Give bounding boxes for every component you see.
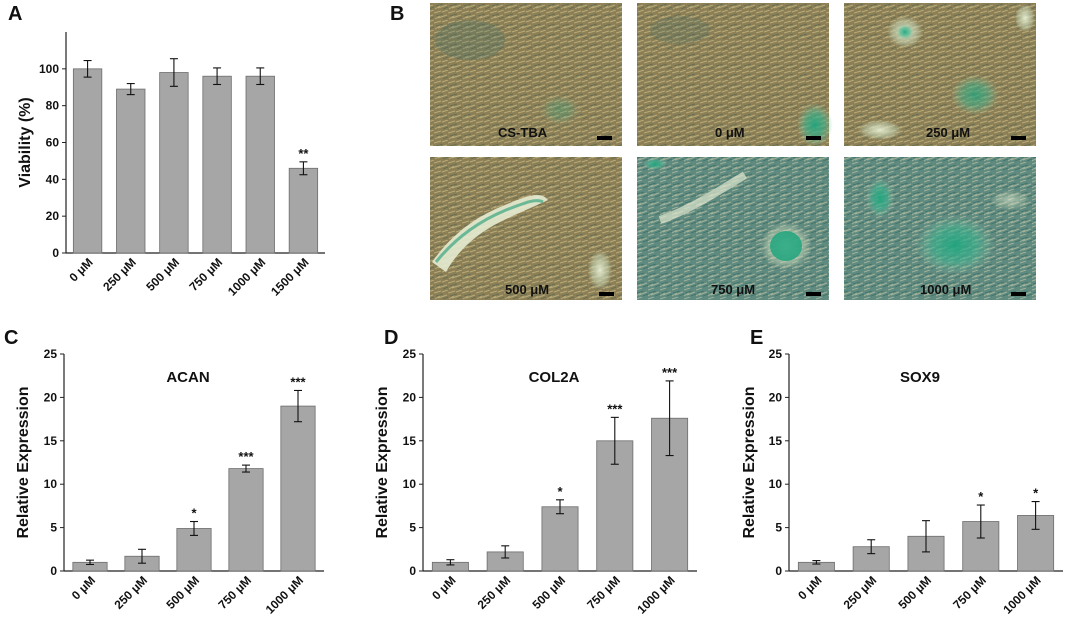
x-tick-label: 1000 μM	[225, 255, 268, 298]
y-tick-label: 15	[44, 434, 58, 448]
x-tick-label: 750 μM	[584, 573, 623, 612]
x-tick-label: 0 μM	[69, 573, 98, 602]
x-tick-label: 1500 μM	[268, 255, 311, 298]
x-tick-label: 0 μM	[66, 255, 95, 284]
bar	[116, 88, 146, 254]
y-tick-label: 60	[46, 136, 60, 150]
y-tick-label: 40	[46, 172, 60, 186]
micrograph-500um: 500 μM	[430, 157, 622, 300]
bar	[288, 167, 319, 254]
y-tick-label: 10	[44, 477, 58, 491]
y-axis-label: Relative Expression	[15, 386, 32, 538]
bar	[72, 68, 103, 254]
micrograph-750um: 750 μM	[637, 157, 829, 300]
y-tick-label: 5	[409, 521, 416, 535]
y-tick-label: 0	[409, 564, 416, 578]
x-tick-label: 250 μM	[100, 255, 139, 294]
bar	[245, 75, 275, 254]
x-tick-label: 750 μM	[215, 573, 254, 612]
significance-marker: ***	[662, 365, 678, 380]
x-tick-label: 500 μM	[143, 255, 182, 294]
micrograph-grid: CS-TBA 0 μM 250 μM 500 μM	[430, 3, 1036, 300]
micrograph-cs-tba: CS-TBA	[430, 3, 622, 146]
x-tick-label: 0 μM	[429, 573, 458, 602]
x-tick-label: 250 μM	[475, 573, 514, 612]
micrograph-label: 1000 μM	[920, 282, 971, 297]
significance-marker: *	[1033, 486, 1039, 501]
y-tick-label: 0	[52, 246, 59, 260]
significance-marker: *	[557, 484, 563, 499]
y-tick-label: 10	[403, 477, 417, 491]
significance-marker: ***	[290, 374, 306, 389]
panel-letter-b: B	[390, 3, 404, 25]
y-tick-label: 0	[775, 564, 782, 578]
micrograph-label: CS-TBA	[498, 125, 548, 140]
bar	[202, 75, 232, 254]
significance-marker: ***	[238, 449, 254, 464]
micrograph-label: 750 μM	[711, 282, 755, 297]
micrograph-label: 250 μM	[926, 125, 970, 140]
significance-marker: *	[978, 489, 984, 504]
micrograph-250um: 250 μM	[844, 3, 1036, 146]
y-axis-label: Relative Expression	[741, 386, 758, 538]
bar	[228, 468, 264, 572]
micrograph-0um: 0 μM	[637, 3, 833, 147]
y-tick-label: 5	[775, 521, 782, 535]
significance-marker: *	[191, 506, 197, 521]
y-tick-label: 20	[403, 390, 417, 404]
panel-letter-e: E	[750, 327, 763, 349]
micrograph-1000um: 1000 μM	[844, 157, 1036, 300]
y-tick-label: 100	[39, 62, 59, 76]
panel-letter-a: A	[8, 3, 22, 25]
y-tick-label: 25	[44, 347, 58, 361]
x-tick-label: 750 μM	[950, 573, 989, 612]
y-tick-label: 20	[44, 390, 58, 404]
y-tick-label: 25	[403, 347, 417, 361]
x-tick-label: 500 μM	[163, 573, 202, 612]
micrograph-label: 0 μM	[715, 125, 745, 140]
x-tick-label: 1000 μM	[1000, 573, 1043, 616]
x-tick-label: 1000 μM	[634, 573, 677, 616]
x-tick-label: 0 μM	[795, 573, 824, 602]
significance-marker: **	[298, 146, 309, 161]
y-tick-label: 20	[46, 209, 60, 223]
y-tick-label: 0	[50, 564, 57, 578]
x-tick-label: 500 μM	[895, 573, 934, 612]
bar	[159, 72, 189, 254]
y-tick-label: 25	[769, 347, 783, 361]
bar	[541, 506, 579, 572]
y-axis-label: Viability (%)	[17, 97, 34, 187]
x-tick-label: 250 μM	[841, 573, 880, 612]
y-axis-label: Relative Expression	[374, 386, 391, 538]
y-tick-label: 15	[769, 434, 783, 448]
significance-marker: ***	[607, 401, 623, 416]
x-tick-label: 750 μM	[187, 255, 226, 294]
chart-title: SOX9	[900, 369, 940, 386]
y-tick-label: 20	[769, 390, 783, 404]
y-tick-label: 15	[403, 434, 417, 448]
x-tick-label: 250 μM	[111, 573, 150, 612]
bar	[280, 405, 316, 572]
chart-title: ACAN	[166, 369, 209, 386]
y-tick-label: 80	[46, 99, 60, 113]
panel-letter-d: D	[384, 327, 398, 349]
y-tick-label: 10	[769, 477, 783, 491]
micrograph-label: 500 μM	[505, 282, 549, 297]
x-tick-label: 500 μM	[529, 573, 568, 612]
chart-title: COL2A	[529, 369, 580, 386]
panel-letter-c: C	[4, 327, 18, 349]
x-tick-label: 1000 μM	[263, 573, 306, 616]
y-tick-label: 5	[50, 521, 57, 535]
